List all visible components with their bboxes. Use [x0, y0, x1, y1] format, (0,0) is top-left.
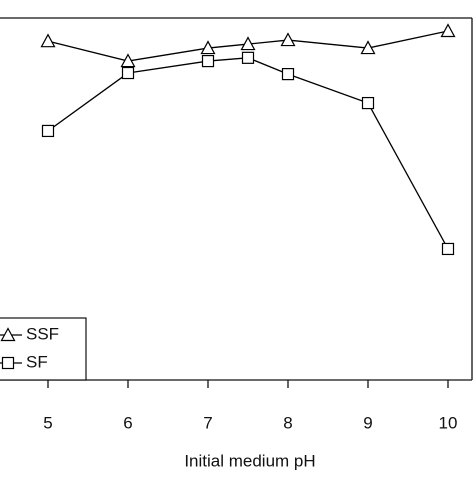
- legend-marker: [1, 356, 15, 370]
- data-point: [121, 66, 135, 80]
- series-line: [47, 57, 449, 250]
- data-point: [360, 40, 376, 55]
- data-point: [40, 33, 56, 48]
- data-point: [440, 23, 456, 38]
- x-tick-label: 5: [43, 413, 52, 432]
- x-tick-label: 6: [123, 413, 132, 432]
- data-point: [441, 242, 455, 256]
- legend-label: SF: [26, 352, 48, 371]
- data-point: [200, 40, 216, 55]
- data-point: [240, 36, 256, 51]
- data-point: [241, 51, 255, 64]
- x-tick-label: 8: [283, 413, 292, 432]
- data-point: [201, 54, 215, 68]
- data-point: [281, 68, 295, 81]
- data-point: [361, 96, 375, 110]
- legend-label: SSF: [26, 324, 59, 343]
- x-tick-label: 9: [363, 413, 372, 432]
- data-point: [41, 124, 55, 138]
- x-tick-label: 10: [439, 413, 458, 432]
- legend-box: [0, 317, 87, 381]
- x-axis-label: Initial medium pH: [184, 451, 315, 470]
- data-point: [280, 32, 296, 47]
- legend-marker: [0, 327, 16, 342]
- data-point: [120, 53, 136, 68]
- x-tick-label: 7: [203, 413, 212, 432]
